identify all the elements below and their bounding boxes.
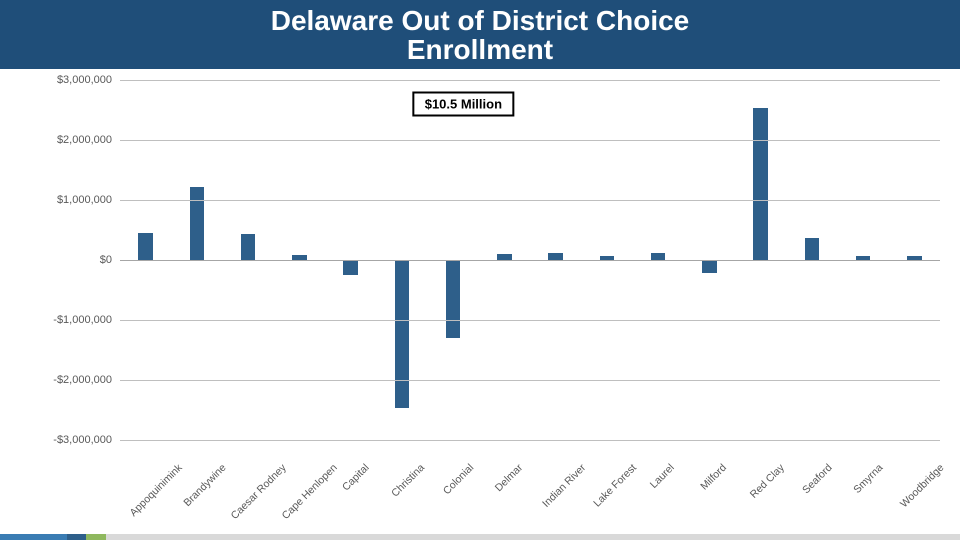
x-tick-label: Indian River [540, 462, 588, 510]
annotation-total: $10.5 Million [413, 92, 514, 117]
x-tick-label: Lake Forest [591, 462, 639, 510]
x-tick-label: Brandywine [181, 462, 228, 509]
x-tick-label: Christina [389, 462, 427, 500]
footer-segment [67, 534, 86, 540]
bar [190, 187, 204, 260]
y-tick-label: $1,000,000 [57, 194, 120, 206]
footer-accent-bar [0, 534, 960, 540]
page: Delaware Out of District Choice Enrollme… [0, 0, 960, 540]
footer-segment [86, 534, 105, 540]
bar [343, 260, 357, 275]
gridline [120, 140, 940, 141]
gridline [120, 200, 940, 201]
chart-area: -$3,000,000 -$2,000,000 -$1,000,000 $0 $1,00… [0, 80, 960, 530]
x-tick-label: Smyrna [851, 462, 885, 496]
title-bar: Delaware Out of District Choice Enrollme… [0, 0, 960, 69]
page-title-line2: Enrollment [0, 35, 960, 64]
y-tick-label: $3,000,000 [57, 74, 120, 86]
footer-segment [106, 534, 960, 540]
bar [753, 108, 767, 260]
x-tick-label: Capital [340, 462, 372, 494]
bar [651, 253, 665, 260]
bar [805, 238, 819, 260]
x-tick-label: Delmar [493, 462, 525, 494]
page-title-line1: Delaware Out of District Choice [0, 6, 960, 35]
plot: -$3,000,000-$2,000,000-$1,000,000$0$1,00… [120, 80, 940, 440]
y-tick-label: -$3,000,000 [53, 434, 120, 446]
bar [446, 260, 460, 338]
gridline [120, 380, 940, 381]
bar [548, 253, 562, 260]
x-tick-label: Cape Henlopen [280, 462, 340, 522]
y-tick-label: $2,000,000 [57, 134, 120, 146]
y-tick-label: -$2,000,000 [53, 374, 120, 386]
x-axis-labels: AppoquiniminkBrandywineCaesar RodneyCape… [120, 440, 940, 530]
gridline [120, 260, 940, 261]
plot-outer: -$3,000,000-$2,000,000-$1,000,000$0$1,00… [120, 80, 940, 440]
x-tick-label: Appoquinimink [127, 462, 184, 519]
bar [395, 260, 409, 408]
x-tick-label: Seaford [800, 462, 834, 496]
footer-segment [0, 534, 67, 540]
bar [702, 260, 716, 273]
bar [138, 233, 152, 260]
x-tick-label: Red Clay [747, 462, 786, 501]
x-tick-label: Woodbridge [898, 462, 946, 510]
bar [241, 234, 255, 260]
y-tick-label: -$1,000,000 [53, 314, 120, 326]
gridline [120, 320, 940, 321]
x-tick-label: Milford [699, 462, 730, 493]
y-tick-label: $0 [100, 254, 120, 266]
x-tick-label: Colonial [441, 462, 476, 497]
x-tick-label: Laurel [648, 462, 677, 491]
gridline [120, 80, 940, 81]
